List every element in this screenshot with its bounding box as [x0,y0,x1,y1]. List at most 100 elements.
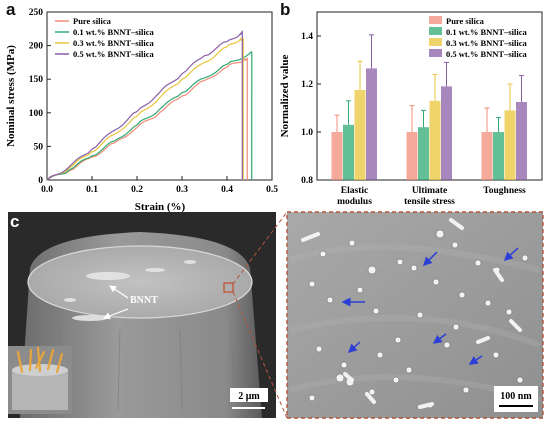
legend-label: Pure silica [73,16,112,26]
particle [376,351,384,359]
x-tick-label: 0.4 [221,185,233,195]
legend-label: 0.3 wt.% BNNT–silica [446,38,528,48]
bar [493,132,504,180]
category-label: tensile stress [404,197,455,207]
y-tick-label: 0.8 [301,176,313,186]
particle [368,388,376,396]
blue-arrow [422,251,438,267]
legend-label: 0.3 wt.% BNNT–silica [73,38,155,48]
y-tick-label: 1.4 [301,32,313,42]
plot-a-ticks: 0.0 0.1 0.2 0.3 0.4 0.5 0 50 100 150 200 250 [29,8,278,195]
series-line [46,57,248,181]
particle [462,386,470,394]
particle [492,351,500,359]
stress-strain-chart: 0.0 0.1 0.2 0.3 0.4 0.5 0 50 100 150 200 250 Pure s… [5,8,278,213]
legend-label: 0.5 wt.% BNNT–silica [73,49,155,59]
plot-a-xlabel: Strain (%) [135,201,186,213]
particle [396,258,404,266]
y-tick-label: 250 [29,8,44,18]
y-tick-label: 0 [38,176,43,186]
y-tick-label: 50 [34,142,44,152]
bar [366,68,377,180]
nanotube-rod [476,336,490,344]
inset-schematic [8,346,72,414]
blue-arrow [432,333,447,344]
plot-a-series [46,30,253,181]
y-tick-label: 100 [29,109,44,119]
nanotube-rod [365,392,376,404]
bar [441,86,452,180]
legend-label: 0.5 wt.% BNNT–silica [446,49,528,59]
x-tick-label: 0.3 [176,185,188,195]
blue-arrows [341,247,519,365]
x-tick-label: 0.5 [266,185,278,195]
bnnt-label: BNNT [130,295,158,306]
bar [516,102,527,180]
particle [505,308,513,316]
zoom-connector-bottom [232,291,288,419]
particle [405,366,413,374]
category-label: Toughness [483,186,526,196]
particle [443,341,451,349]
legend-label: 0.1 wt.% BNNT–silica [73,27,155,37]
category-label: Ultimate [412,186,447,196]
particle [435,229,445,239]
blue-arrow [347,341,361,354]
particle [340,361,348,369]
nanotube-rod [509,319,522,332]
particle [432,278,440,286]
plot-a-ylabel: Nominal stress (MPa) [5,45,17,147]
legend-swatch [429,49,442,57]
nanotube-rod [493,268,504,282]
legend-swatch [429,27,442,35]
category-label: Elastic [341,186,368,196]
sem-micrograph-pillar: BNNT 2 μm [8,212,276,418]
bar [343,124,354,180]
particle [356,286,364,294]
plot-a-frame [46,11,273,181]
particle [452,323,460,331]
particle [394,336,402,344]
particle [372,307,380,315]
y-tick-label: 1.0 [301,128,313,138]
bar [418,127,429,180]
x-tick-label: 0.1 [86,185,98,195]
particle [416,311,424,319]
scale-bar-right-label: 100 nm [500,391,532,402]
particle [458,291,466,299]
bar [429,100,441,180]
particle [348,239,356,247]
nanotube-rod [343,372,354,382]
bar [331,132,343,180]
nanotube-rod [418,402,434,409]
bar [354,90,366,180]
legend-label: 0.1 wt.% BNNT–silica [446,27,528,37]
category-label: modulus [337,197,372,207]
particle [315,345,323,353]
particle [451,241,459,249]
panel-c-letter: c [10,212,20,231]
particle [308,394,316,402]
zoom-frame [286,211,544,419]
particle [474,259,482,267]
scale-bar-left-label: 2 μm [238,391,260,402]
zoom-connector-top [232,211,288,285]
particle [521,254,529,262]
panel-a-letter: a [6,0,16,19]
nanotube-rod [301,232,320,242]
particle [392,376,400,384]
y-tick-label: 1.2 [301,80,313,90]
blue-arrow [503,247,519,262]
particle [308,280,316,288]
particle [335,373,345,383]
particle [516,376,524,384]
particle [410,264,418,272]
particle [326,296,334,304]
sem-micrograph-zoom: 100 nm [286,211,544,419]
nanotube-rod [449,218,464,230]
plot-b-ticks: 0.8 1.0 1.2 1.4 [301,32,321,186]
